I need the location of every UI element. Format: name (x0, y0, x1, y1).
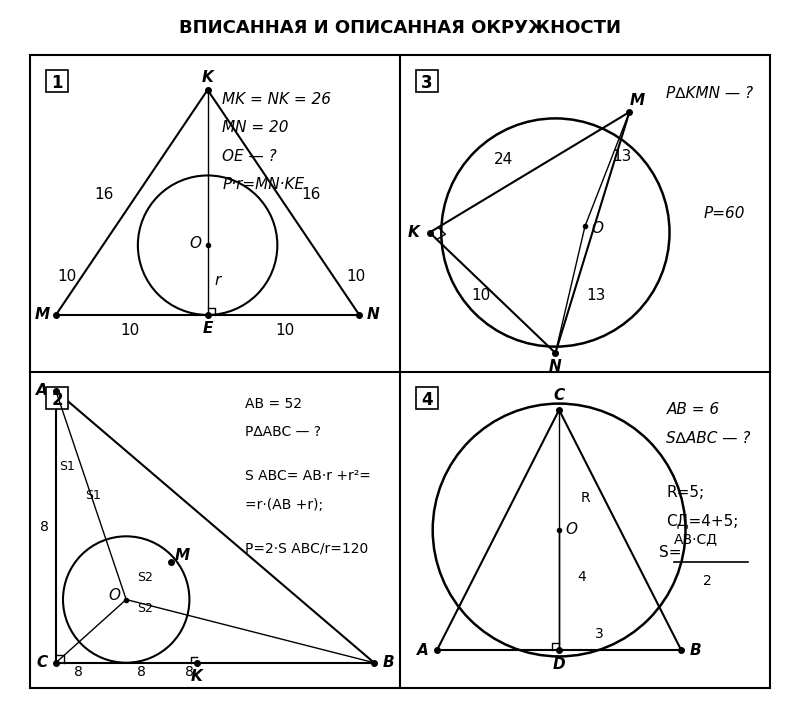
Text: M: M (34, 307, 50, 322)
Text: O: O (591, 221, 603, 236)
Text: AB = 52: AB = 52 (245, 396, 302, 411)
Text: MK = NK = 26: MK = NK = 26 (222, 92, 331, 107)
Text: P∆ABC — ?: P∆ABC — ? (245, 425, 321, 439)
Text: r: r (214, 273, 221, 287)
Text: S∆ABC — ?: S∆ABC — ? (666, 431, 751, 446)
Text: N: N (549, 360, 562, 375)
Text: P=2·S ABC/r=120: P=2·S ABC/r=120 (245, 542, 368, 556)
Text: 13: 13 (612, 149, 632, 164)
Text: 16: 16 (94, 187, 114, 202)
Text: B: B (382, 655, 394, 670)
Bar (46, 70, 68, 92)
Text: 13: 13 (586, 288, 606, 304)
Text: 2: 2 (702, 573, 711, 588)
Text: M: M (630, 93, 645, 108)
Text: O: O (565, 523, 577, 537)
Bar (416, 387, 438, 409)
Text: K: K (190, 669, 202, 684)
Text: 10: 10 (276, 324, 295, 338)
Text: E: E (202, 321, 213, 336)
Text: K: K (408, 225, 419, 240)
Text: K: K (202, 70, 214, 86)
Text: S=: S= (659, 544, 686, 559)
Bar (30, 55, 770, 688)
Text: P∆KMN — ?: P∆KMN — ? (666, 86, 754, 101)
Text: AB = 6: AB = 6 (666, 402, 719, 418)
Text: 1: 1 (51, 74, 62, 92)
Text: R: R (580, 491, 590, 506)
Text: A: A (417, 643, 429, 658)
Text: O: O (108, 588, 120, 603)
Text: OE — ?: OE — ? (222, 149, 277, 164)
Text: 8: 8 (74, 666, 82, 679)
Text: S1: S1 (85, 489, 101, 502)
Text: 10: 10 (472, 288, 491, 304)
Bar (416, 70, 438, 92)
Text: S ABC= AB·r +r²=: S ABC= AB·r +r²= (245, 469, 370, 484)
Text: 8: 8 (185, 666, 194, 679)
Text: P·r=MN·KE: P·r=MN·KE (222, 178, 305, 193)
Text: A: A (36, 384, 48, 399)
Text: ВПИСАННАЯ И ОПИСАННАЯ ОКРУЖНОСТИ: ВПИСАННАЯ И ОПИСАННАЯ ОКРУЖНОСТИ (179, 19, 621, 37)
Text: C: C (554, 389, 565, 404)
Text: 3: 3 (595, 627, 604, 641)
Text: 10: 10 (58, 270, 77, 285)
Text: M: M (175, 548, 190, 563)
Text: 8: 8 (40, 520, 50, 534)
Text: S2: S2 (137, 571, 153, 584)
Text: 10: 10 (120, 324, 139, 338)
Bar (46, 387, 68, 409)
Text: C: C (36, 655, 47, 670)
Text: 10: 10 (346, 270, 366, 285)
Text: =r·(AB +r);: =r·(AB +r); (245, 498, 322, 512)
Text: B: B (690, 643, 701, 658)
Text: D: D (553, 656, 566, 672)
Text: 16: 16 (302, 187, 321, 202)
Text: 3: 3 (421, 74, 433, 92)
Text: O: O (190, 236, 202, 251)
Text: 2: 2 (51, 391, 63, 409)
Text: P=60: P=60 (703, 206, 745, 221)
Text: S2: S2 (137, 603, 153, 615)
Text: N: N (367, 307, 380, 322)
Text: 8: 8 (137, 666, 146, 679)
Text: S1: S1 (59, 460, 75, 474)
Text: R=5;: R=5; (666, 484, 705, 500)
Text: AB·СД: AB·СД (674, 532, 718, 547)
Text: СД=4+5;: СД=4+5; (666, 513, 738, 528)
Text: 4: 4 (421, 391, 433, 409)
Text: MN = 20: MN = 20 (222, 120, 289, 135)
Text: 4: 4 (577, 571, 586, 584)
Text: 24: 24 (494, 152, 514, 167)
